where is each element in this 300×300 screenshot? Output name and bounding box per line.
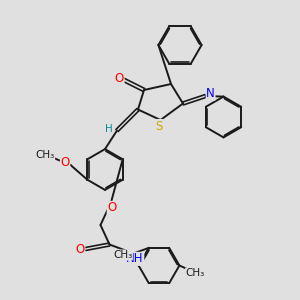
Text: CH₃: CH₃	[113, 250, 132, 260]
Text: H: H	[105, 124, 112, 134]
Text: O: O	[107, 201, 116, 214]
Text: S: S	[155, 119, 163, 133]
Text: O: O	[61, 156, 70, 169]
Text: CH₃: CH₃	[35, 150, 55, 160]
Text: CH₃: CH₃	[186, 268, 205, 278]
Text: N: N	[206, 87, 215, 100]
Text: O: O	[115, 71, 124, 85]
Text: O: O	[76, 243, 85, 256]
Text: NH: NH	[126, 252, 144, 266]
